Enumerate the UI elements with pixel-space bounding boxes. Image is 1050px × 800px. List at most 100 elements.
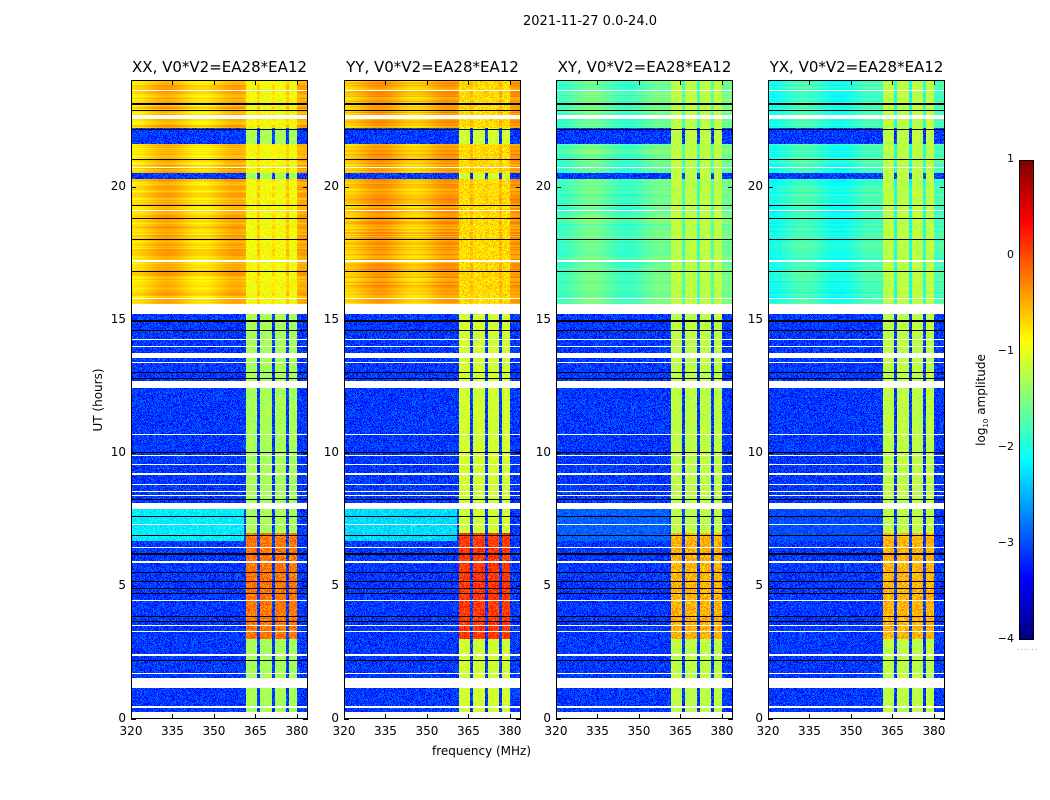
x-tick-mark bbox=[850, 80, 852, 85]
x-tick-label: 365 bbox=[669, 724, 692, 738]
x-tick-mark bbox=[768, 714, 769, 719]
x-tick-mark bbox=[344, 80, 345, 85]
y-tick-mark bbox=[728, 585, 733, 587]
y-tick-label: 20 bbox=[535, 178, 551, 193]
x-tick-mark bbox=[597, 714, 599, 719]
y-tick-label: 20 bbox=[110, 178, 126, 193]
x-tick-mark bbox=[468, 714, 470, 719]
y-tick-mark bbox=[728, 452, 733, 454]
x-tick-mark bbox=[933, 714, 935, 719]
x-tick-mark bbox=[213, 714, 215, 719]
x-tick-mark bbox=[892, 80, 894, 85]
x-tick-mark bbox=[255, 714, 257, 719]
y-tick-mark bbox=[516, 585, 521, 587]
heatmap-0 bbox=[131, 80, 308, 719]
x-tick-label: 365 bbox=[244, 724, 267, 738]
y-tick-mark bbox=[940, 186, 945, 188]
x-axis-label: frequency (MHz) bbox=[432, 744, 532, 758]
y-tick-mark bbox=[516, 719, 521, 720]
y-tick-mark bbox=[131, 319, 136, 321]
y-tick-mark bbox=[728, 719, 733, 720]
heatmap-1 bbox=[344, 80, 521, 719]
heatmap-3 bbox=[768, 80, 945, 719]
y-tick-mark bbox=[131, 452, 136, 454]
x-tick-label: 380 bbox=[498, 724, 522, 738]
figure-title: 2021-11-27 0.0-24.0 bbox=[523, 14, 657, 29]
colorbar-tick-label: 1 bbox=[1007, 152, 1014, 165]
x-tick-label: 320 bbox=[332, 724, 356, 738]
x-tick-mark bbox=[638, 80, 640, 85]
x-tick-label: 365 bbox=[457, 724, 480, 738]
x-tick-mark bbox=[296, 714, 298, 719]
x-tick-label: 335 bbox=[586, 724, 609, 738]
x-tick-mark bbox=[131, 80, 132, 85]
y-tick-label: 5 bbox=[118, 577, 126, 592]
y-tick-mark bbox=[728, 186, 733, 188]
y-tick-label: 5 bbox=[543, 577, 551, 592]
x-tick-mark bbox=[509, 80, 511, 85]
x-tick-mark bbox=[426, 714, 428, 719]
y-tick-mark bbox=[344, 319, 349, 321]
x-tick-label: 320 bbox=[544, 724, 568, 738]
colorbar-tick-label: −4 bbox=[997, 632, 1014, 645]
x-tick-mark bbox=[509, 714, 511, 719]
x-tick-mark bbox=[809, 80, 811, 85]
y-tick-mark bbox=[344, 719, 349, 720]
x-tick-mark bbox=[597, 80, 599, 85]
y-tick-label: 10 bbox=[110, 444, 126, 459]
y-tick-mark bbox=[940, 719, 945, 720]
x-tick-mark bbox=[172, 80, 174, 85]
y-tick-label: 20 bbox=[747, 178, 763, 193]
y-tick-mark bbox=[728, 319, 733, 321]
colorbar bbox=[1019, 160, 1034, 640]
x-tick-mark bbox=[556, 80, 557, 85]
y-tick-mark bbox=[940, 452, 945, 454]
colorbar-tick-label: −3 bbox=[997, 536, 1014, 549]
y-tick-mark bbox=[516, 452, 521, 454]
x-tick-mark bbox=[213, 80, 215, 85]
y-tick-mark bbox=[556, 452, 561, 454]
y-tick-label: 15 bbox=[110, 311, 126, 326]
y-tick-mark bbox=[131, 719, 136, 720]
y-tick-mark bbox=[940, 319, 945, 321]
x-tick-mark bbox=[296, 80, 298, 85]
x-tick-mark bbox=[344, 714, 345, 719]
x-tick-mark bbox=[426, 80, 428, 85]
x-tick-label: 335 bbox=[374, 724, 397, 738]
x-tick-mark bbox=[385, 714, 387, 719]
panel-title: XX, V0*V2=EA28*EA12 bbox=[132, 58, 307, 76]
x-tick-mark bbox=[809, 714, 811, 719]
y-tick-label: 0 bbox=[118, 711, 126, 725]
x-tick-label: 350 bbox=[627, 724, 651, 738]
x-tick-mark bbox=[850, 714, 852, 719]
y-tick-mark bbox=[303, 452, 308, 454]
y-tick-label: 15 bbox=[747, 311, 763, 326]
x-tick-label: 350 bbox=[415, 724, 439, 738]
y-tick-mark bbox=[516, 319, 521, 321]
x-tick-label: 365 bbox=[881, 724, 904, 738]
x-tick-label: 350 bbox=[839, 724, 863, 738]
y-tick-mark bbox=[303, 186, 308, 188]
x-tick-mark bbox=[556, 714, 557, 719]
x-tick-mark bbox=[721, 714, 723, 719]
x-tick-mark bbox=[468, 80, 470, 85]
x-tick-mark bbox=[172, 714, 174, 719]
y-tick-mark bbox=[303, 319, 308, 321]
x-tick-mark bbox=[255, 80, 257, 85]
x-tick-mark bbox=[680, 80, 682, 85]
x-tick-label: 335 bbox=[161, 724, 184, 738]
x-tick-mark bbox=[768, 80, 769, 85]
y-tick-label: 5 bbox=[755, 577, 763, 592]
x-tick-label: 335 bbox=[798, 724, 821, 738]
y-tick-label: 0 bbox=[755, 711, 763, 725]
x-tick-mark bbox=[385, 80, 387, 85]
panel-frame bbox=[344, 80, 521, 719]
panel-title: XY, V0*V2=EA28*EA12 bbox=[557, 58, 732, 76]
colorbar-tick-label: 0 bbox=[1007, 248, 1014, 261]
y-tick-mark bbox=[768, 186, 773, 188]
x-tick-label: 320 bbox=[756, 724, 780, 738]
panel-frame bbox=[556, 80, 733, 719]
y-tick-label: 5 bbox=[331, 577, 339, 592]
x-tick-mark bbox=[680, 714, 682, 719]
x-tick-mark bbox=[131, 714, 132, 719]
